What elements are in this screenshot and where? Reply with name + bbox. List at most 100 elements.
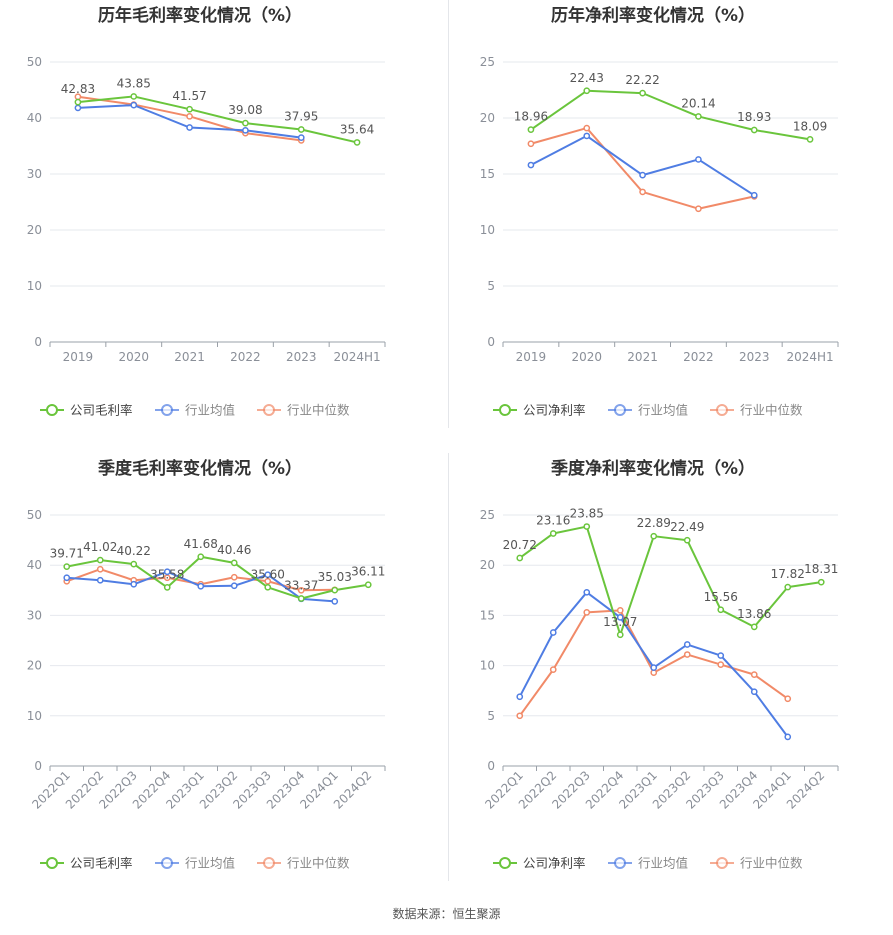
data-point <box>549 530 557 537</box>
x-tick-label: 2024H1 <box>786 350 833 364</box>
series-line-0 <box>66 555 369 600</box>
legend-item: 行业均值 <box>608 403 688 418</box>
data-point <box>583 124 591 132</box>
legend-label: 公司毛利率 <box>70 856 133 871</box>
data-point <box>130 580 138 588</box>
legend-label: 公司毛利率 <box>70 403 133 418</box>
data-point <box>650 664 658 671</box>
data-label: 18.96 <box>514 110 548 124</box>
y-tick-label: 15 <box>480 608 495 622</box>
data-label: 40.22 <box>117 544 151 558</box>
data-point <box>242 126 249 134</box>
legend-marker-icon <box>499 857 511 869</box>
y-tick-label: 10 <box>480 659 495 673</box>
data-point <box>527 140 535 148</box>
chart-svg: 季度毛利率变化情况（%）010203040502022Q12022Q22022Q… <box>27 458 386 871</box>
x-tick-label: 2019 <box>516 350 547 364</box>
data-point <box>516 712 524 720</box>
data-point <box>186 112 193 120</box>
data-point <box>750 191 758 199</box>
series-line-2 <box>530 127 755 210</box>
data-point <box>683 641 691 648</box>
chart-title: 历年毛利率变化情况（%） <box>98 5 302 26</box>
legend-label: 公司净利率 <box>523 403 586 418</box>
legend-marker-icon <box>161 404 173 416</box>
series-line-1 <box>530 134 755 197</box>
data-point <box>583 87 591 95</box>
y-tick-label: 20 <box>480 558 495 572</box>
data-label: 13.86 <box>737 607 771 621</box>
data-point <box>817 578 825 586</box>
data-label: 35.60 <box>251 567 285 581</box>
data-point <box>683 536 691 544</box>
legend-marker-icon <box>499 404 511 416</box>
data-point <box>96 556 104 564</box>
data-point <box>297 595 305 602</box>
chart-title: 季度净利率变化情况（%） <box>551 458 755 479</box>
data-source-note: 数据来源：恒生聚源 <box>392 907 501 921</box>
data-point <box>750 671 758 678</box>
data-label: 17.82 <box>771 567 805 581</box>
y-tick-label: 10 <box>27 709 42 723</box>
data-point <box>639 171 646 179</box>
legend-marker-icon <box>46 857 58 869</box>
data-label: 36.11 <box>351 565 385 579</box>
legend-marker-icon <box>263 857 275 869</box>
data-point <box>583 132 591 140</box>
data-point <box>163 574 171 582</box>
data-point <box>242 119 249 127</box>
data-label: 35.58 <box>150 567 184 581</box>
legend-label: 行业中位数 <box>740 856 803 871</box>
data-point <box>695 205 702 213</box>
data-point <box>806 136 814 143</box>
data-point <box>264 571 272 579</box>
y-tick-label: 25 <box>480 55 495 69</box>
legend-label: 行业中位数 <box>287 856 350 871</box>
data-label: 18.31 <box>804 562 838 576</box>
y-tick-label: 0 <box>487 759 495 773</box>
data-point <box>549 666 557 673</box>
data-point <box>264 577 272 585</box>
data-label: 20.14 <box>681 96 715 110</box>
legend-label: 行业中位数 <box>287 403 350 418</box>
data-point <box>717 606 725 614</box>
x-tick-label: 2022 <box>230 350 261 364</box>
data-label: 41.02 <box>83 540 117 554</box>
data-label: 18.09 <box>793 119 827 133</box>
legend-item: 公司净利率 <box>493 403 586 418</box>
annual-net-margin-chart: 历年净利率变化情况（%） 0 5 10 15 20 25 2019 2020 2021 2022 20… <box>453 0 893 440</box>
legend-item: 行业中位数 <box>710 856 803 871</box>
data-point <box>583 609 591 616</box>
data-point <box>230 582 238 590</box>
y-tick-label: 50 <box>27 55 42 69</box>
data-label: 35.64 <box>340 122 374 136</box>
data-point <box>297 126 305 133</box>
y-tick-label: 30 <box>27 167 42 181</box>
data-point <box>96 576 104 584</box>
data-point <box>683 651 691 658</box>
data-label: 33.37 <box>284 578 318 592</box>
y-tick-label: 50 <box>27 508 42 522</box>
data-point <box>527 161 535 169</box>
data-label: 39.71 <box>50 547 84 561</box>
data-point <box>717 661 725 668</box>
legend-marker-icon <box>263 404 275 416</box>
series-line-0 <box>77 95 358 144</box>
data-label: 37.95 <box>284 109 318 123</box>
y-tick-label: 15 <box>480 167 495 181</box>
data-point <box>186 105 193 113</box>
y-tick-label: 20 <box>27 659 42 673</box>
data-point <box>96 565 104 573</box>
y-tick-label: 20 <box>27 223 42 237</box>
data-point <box>583 523 591 530</box>
data-label: 15.56 <box>704 590 738 604</box>
data-point <box>74 98 82 106</box>
data-point <box>297 586 305 594</box>
data-point <box>750 623 758 631</box>
legend-item: 行业中位数 <box>257 856 350 871</box>
legend-item: 行业中位数 <box>257 403 350 418</box>
legend-marker-icon <box>614 857 626 869</box>
data-label: 22.89 <box>637 516 671 530</box>
legend-label: 行业均值 <box>638 856 688 871</box>
data-label: 41.68 <box>184 537 218 551</box>
